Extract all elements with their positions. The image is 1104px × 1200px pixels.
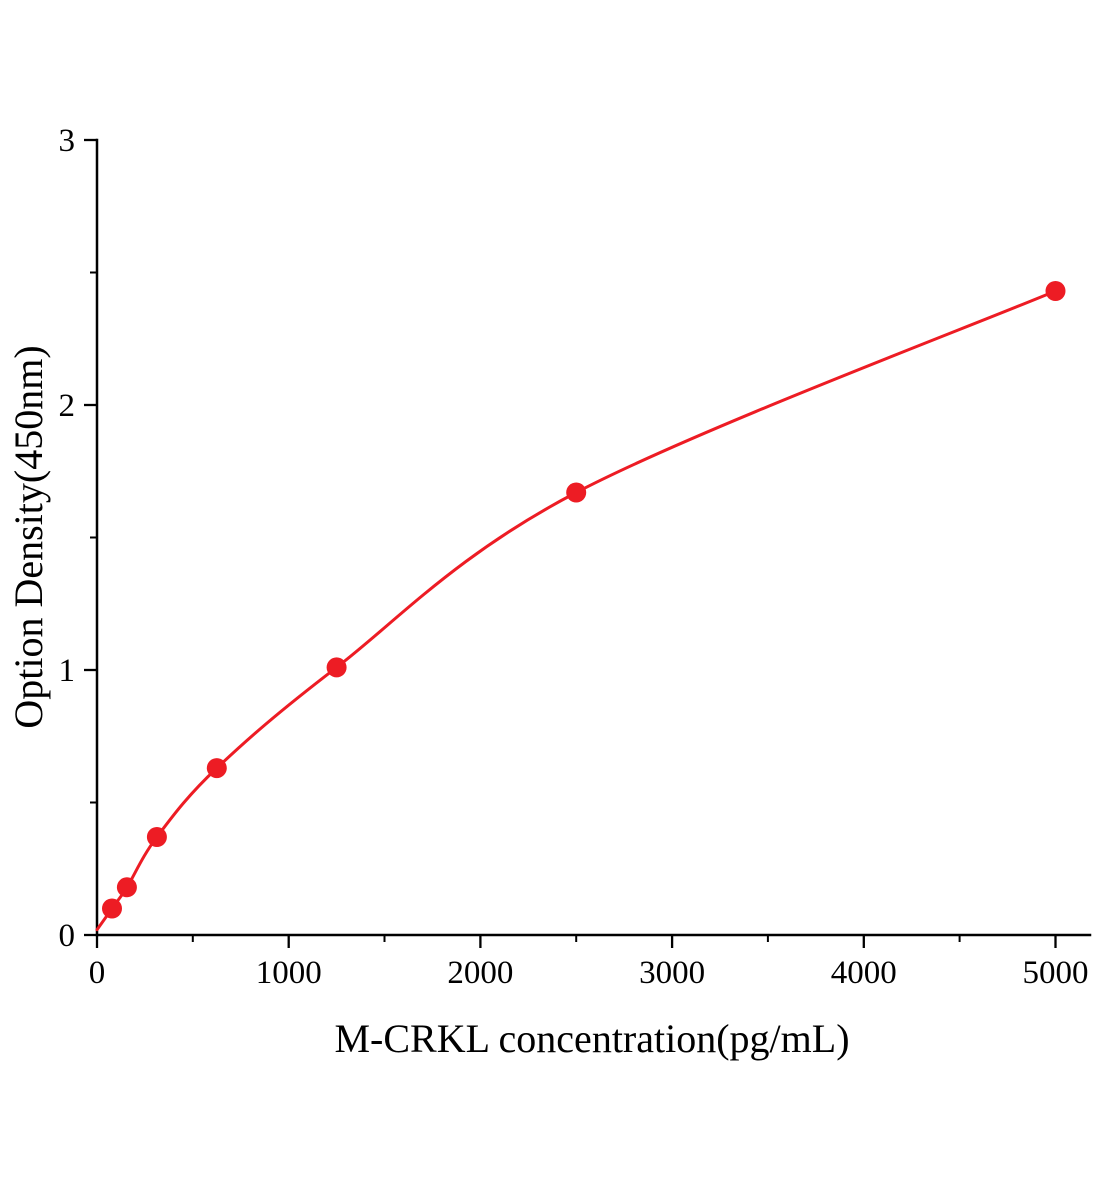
data-point [566, 482, 587, 503]
data-points [102, 281, 1066, 919]
tick-labels: 0 1000 2000 3000 4000 5000 0 1 2 3 [59, 123, 1089, 991]
x-tick-label: 3000 [639, 955, 705, 991]
data-point [146, 827, 167, 847]
y-tick-label: 0 [59, 918, 76, 954]
tick-marks [84, 138, 1057, 948]
x-tick-label: 1000 [256, 955, 322, 991]
y-tick-label: 1 [59, 653, 76, 689]
x-tick-label: 0 [89, 955, 106, 991]
data-point [102, 898, 122, 919]
x-tick-label: 4000 [831, 955, 897, 991]
x-tick-label: 2000 [447, 955, 513, 991]
x-axis-label: M-CRKL concentration(pg/mL) [334, 1016, 849, 1061]
data-point [116, 877, 137, 898]
data-point [1045, 281, 1066, 301]
y-tick-label: 2 [59, 388, 76, 424]
data-point [206, 758, 227, 779]
y-axis-label: Option Density(450nm) [6, 345, 51, 728]
data-point [326, 657, 347, 678]
y-tick-label: 3 [59, 123, 76, 159]
x-tick-label: 5000 [1023, 955, 1089, 991]
axes [95, 138, 1092, 937]
fit-curve [95, 289, 1057, 932]
